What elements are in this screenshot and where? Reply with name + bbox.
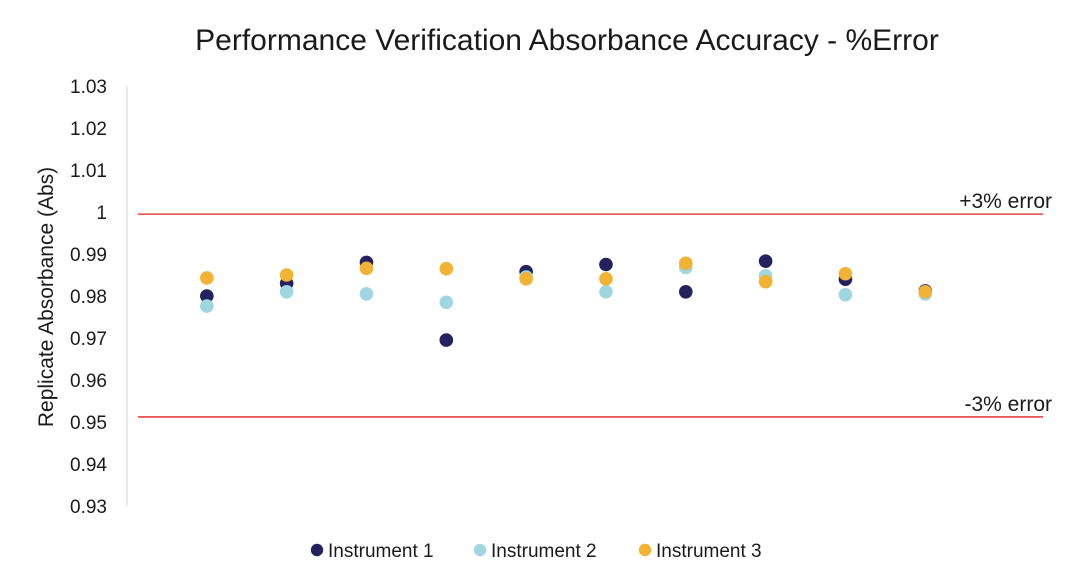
legend: Instrument 1 Instrument 2 Instrument 3 [310, 541, 762, 562]
chart-title: Performance Verification Absorbance Accu… [195, 24, 939, 57]
data-point-instrument-2 [599, 285, 613, 299]
y-tick-label: 1.01 [70, 161, 107, 182]
data-point-instrument-1 [678, 285, 693, 299]
data-point-instrument-2 [359, 287, 374, 301]
y-tick-label: 0.94 [70, 455, 107, 476]
y-tick-label: 0.93 [70, 497, 107, 518]
reference-line-label: -3% error [964, 393, 1052, 416]
legend-marker [473, 543, 487, 557]
y-tick-label: 0.98 [70, 287, 107, 308]
y-tick-label: 1.02 [70, 119, 107, 140]
data-point-instrument-3 [200, 271, 214, 285]
data-point-instrument-1 [439, 333, 454, 347]
y-tick-label: 0.96 [70, 371, 107, 392]
data-point-instrument-3 [678, 256, 693, 271]
y-tick-label: 0.99 [70, 245, 107, 266]
data-point-instrument-3 [758, 274, 773, 289]
legend-marker [310, 543, 324, 557]
reference-lines: +3% error -3% error [138, 190, 1052, 418]
data-point-instrument-3 [519, 271, 533, 286]
y-tick-label: 1.03 [70, 77, 107, 98]
y-tick-label: 1 [96, 203, 107, 224]
data-point-instrument-2 [200, 299, 214, 313]
data-point-instrument-3 [279, 268, 294, 282]
data-point-instrument-3 [599, 271, 613, 286]
data-point-instrument-3 [918, 285, 933, 299]
legend-label: Instrument 3 [656, 541, 762, 562]
legend-marker [638, 543, 652, 557]
data-point-instrument-2 [439, 295, 454, 310]
y-axis-label: Replicate Absorbance (Abs) [35, 167, 58, 427]
legend-label: Instrument 1 [328, 541, 434, 562]
data-point-instrument-2 [838, 287, 853, 302]
reference-line-label: +3% error [959, 190, 1052, 213]
data-points [200, 254, 933, 347]
data-point-instrument-1 [758, 254, 773, 268]
data-point-instrument-1 [200, 289, 214, 303]
y-tick-label: 0.95 [70, 413, 107, 434]
y-tick-label: 0.97 [70, 329, 107, 350]
data-point-instrument-2 [279, 285, 294, 299]
y-ticks: 0.93 0.94 0.95 0.96 0.97 0.98 0.99 1 1.01 1.02 1.0… [70, 77, 107, 518]
data-point-instrument-3 [359, 261, 374, 276]
legend-label: Instrument 2 [491, 541, 597, 562]
data-point-instrument-1 [599, 257, 613, 272]
data-point-instrument-3 [838, 266, 853, 281]
data-point-instrument-3 [439, 261, 454, 276]
